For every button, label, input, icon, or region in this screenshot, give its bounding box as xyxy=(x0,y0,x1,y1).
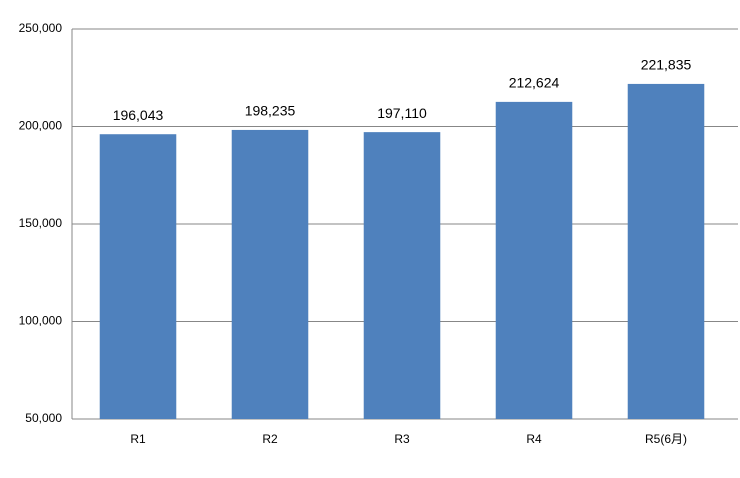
value-label: 197,110 xyxy=(377,105,427,121)
bar xyxy=(99,134,177,419)
x-tick-label: R5(6月) xyxy=(645,432,687,446)
x-tick-label: R1 xyxy=(130,432,146,446)
y-tick-label: 250,000 xyxy=(19,21,63,35)
x-tick-label: R3 xyxy=(394,432,410,446)
x-tick-label: R2 xyxy=(262,432,278,446)
bar xyxy=(495,101,573,419)
bar xyxy=(627,83,705,419)
value-label: 198,235 xyxy=(245,103,296,119)
value-label: 196,043 xyxy=(113,107,164,123)
bar xyxy=(231,129,309,419)
value-label: 221,835 xyxy=(641,57,692,73)
x-tick-label: R4 xyxy=(526,432,542,446)
y-tick-label: 200,000 xyxy=(19,119,63,133)
y-tick-label: 100,000 xyxy=(19,314,63,328)
bar xyxy=(363,132,441,419)
y-tick-label: 50,000 xyxy=(25,411,62,425)
value-label: 212,624 xyxy=(509,75,560,91)
y-tick-label: 150,000 xyxy=(19,216,63,230)
